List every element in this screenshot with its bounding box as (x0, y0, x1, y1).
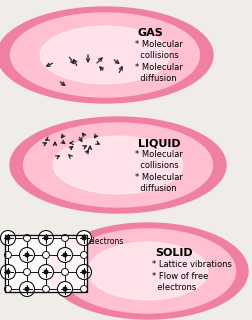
Circle shape (5, 252, 12, 259)
Circle shape (44, 270, 48, 274)
Circle shape (61, 268, 69, 276)
Circle shape (25, 287, 29, 291)
Circle shape (82, 236, 86, 240)
Circle shape (61, 235, 69, 242)
Circle shape (80, 252, 87, 259)
Circle shape (80, 285, 87, 292)
Circle shape (43, 285, 49, 292)
Circle shape (6, 270, 10, 274)
Text: SOLID: SOLID (155, 248, 193, 258)
Ellipse shape (48, 223, 248, 319)
Text: * Lattice vibrations: * Lattice vibrations (152, 260, 232, 269)
Circle shape (63, 287, 67, 291)
Ellipse shape (60, 229, 236, 313)
Ellipse shape (11, 13, 200, 97)
Circle shape (23, 235, 30, 242)
Text: * Molecular
  collisions
* Molecular
  diffusion: * Molecular collisions * Molecular diffu… (135, 150, 183, 193)
Circle shape (23, 268, 30, 276)
Ellipse shape (10, 117, 226, 213)
Circle shape (6, 236, 10, 240)
Circle shape (44, 236, 48, 240)
Ellipse shape (40, 26, 170, 84)
Circle shape (39, 230, 53, 245)
Ellipse shape (23, 123, 212, 207)
Circle shape (43, 252, 49, 259)
Bar (5, 235, 87, 292)
Circle shape (77, 265, 91, 279)
Ellipse shape (88, 242, 208, 300)
Bar (5, 235, 87, 292)
Circle shape (1, 230, 16, 245)
Text: GAS: GAS (138, 28, 164, 38)
Circle shape (77, 230, 91, 245)
Circle shape (5, 285, 12, 292)
Ellipse shape (0, 7, 213, 103)
Circle shape (82, 270, 86, 274)
Circle shape (63, 253, 67, 257)
Circle shape (1, 265, 16, 279)
Text: * Molecular
  collisions
* Molecular
  diffusion: * Molecular collisions * Molecular diffu… (135, 40, 183, 83)
Circle shape (57, 247, 73, 262)
Circle shape (57, 282, 73, 297)
Circle shape (25, 253, 29, 257)
Circle shape (19, 247, 35, 262)
Text: * Flow of free
  electrons: * Flow of free electrons (152, 272, 208, 292)
Text: electrons: electrons (89, 237, 124, 246)
Ellipse shape (53, 136, 183, 194)
Circle shape (19, 282, 35, 297)
Text: LIQUID: LIQUID (138, 138, 181, 148)
Circle shape (39, 265, 53, 279)
